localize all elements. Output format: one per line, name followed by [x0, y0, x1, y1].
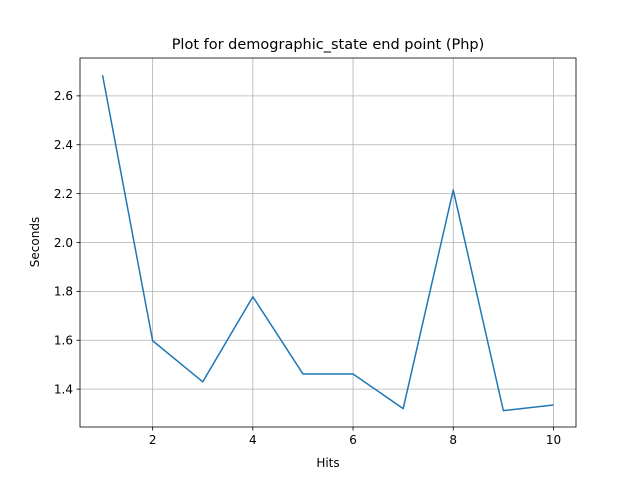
axes: 2 4 6 8 10 1.4 1.6 1.8 2.0 2.2 2.4 2.6	[54, 57, 577, 447]
y-tick-label: 1.8	[54, 285, 73, 299]
y-tick-label: 2.6	[54, 89, 73, 103]
x-tick-label: 2	[149, 433, 157, 447]
chart-title: Plot for demographic_state end point (Ph…	[172, 37, 485, 53]
y-tick-label: 2.4	[54, 138, 73, 152]
y-axis-label: Seconds	[28, 217, 42, 267]
x-tick-label: 6	[349, 433, 357, 447]
y-tick-label: 1.6	[54, 334, 73, 348]
x-tick-label: 10	[546, 433, 561, 447]
series-layer	[101, 74, 554, 412]
y-tick-label: 2.2	[54, 187, 73, 201]
y-tick-label: 1.4	[54, 382, 73, 396]
x-axis-label: Hits	[316, 456, 339, 470]
x-tick-label: 4	[249, 433, 257, 447]
y-tick-label: 2.0	[54, 236, 73, 250]
grid	[80, 58, 576, 427]
data-line	[101, 74, 554, 412]
x-tick-label: 8	[449, 433, 457, 447]
